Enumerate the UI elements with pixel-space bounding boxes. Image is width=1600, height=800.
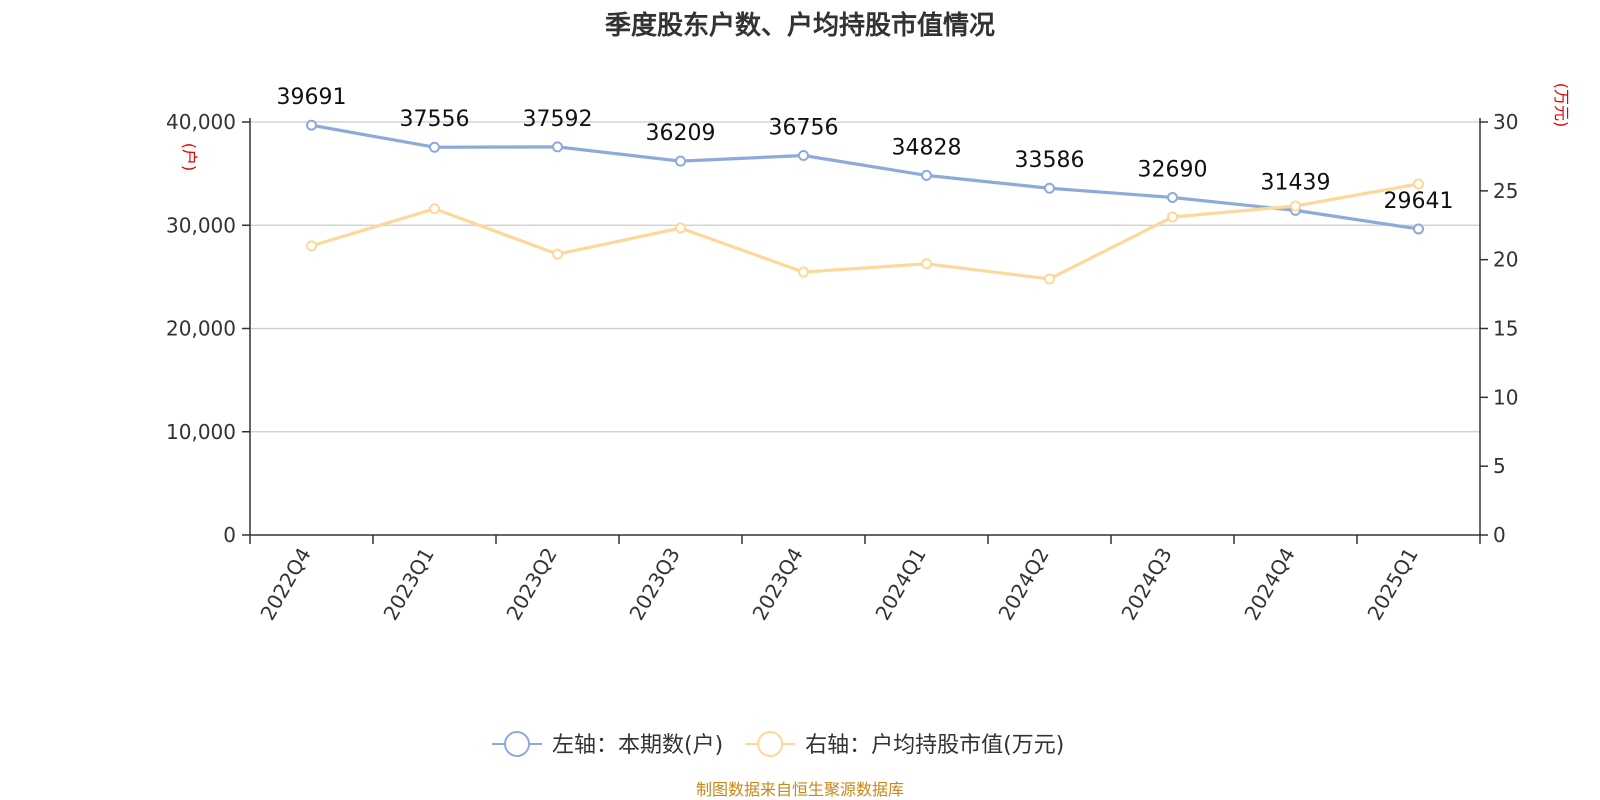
right-tick-label: 0 [1493, 523, 1506, 547]
source-note: 制图数据来自恒生聚源数据库 [696, 780, 904, 799]
data-point [429, 203, 440, 215]
data-labels: 39691 37556 37592 36209 36756 34828 33586 32690… [277, 85, 1454, 214]
data-point [306, 119, 317, 131]
data-label: 32690 [1138, 157, 1208, 182]
data-point [921, 169, 932, 181]
x-tick-label: 2025Q1 [1362, 544, 1422, 625]
x-tick-label: 2023Q1 [378, 544, 438, 625]
data-point [1290, 200, 1301, 212]
data-label: 36209 [646, 121, 716, 146]
data-point [1167, 191, 1178, 203]
series [306, 119, 1424, 285]
x-tick-label: 2022Q4 [255, 544, 315, 625]
legend-swatch-marker [504, 731, 530, 757]
data-point [1167, 211, 1178, 223]
chart-title: 季度股东户数、户均持股市值情况 [605, 10, 995, 41]
right-tick-label: 30 [1493, 110, 1518, 134]
left-tick-label: 0 [223, 523, 236, 547]
data-label: 37592 [523, 107, 593, 132]
right-tick-label: 5 [1493, 454, 1506, 478]
legend-item-label: 左轴：本期数(户) [552, 733, 723, 758]
data-label: 37556 [400, 107, 470, 132]
data-point [306, 240, 317, 252]
data-point [429, 141, 440, 153]
left-tick-label: 30,000 [166, 213, 236, 237]
right-tick-label: 25 [1493, 179, 1518, 203]
x-tick-label: 2024Q4 [1239, 544, 1299, 625]
data-point [675, 155, 686, 167]
data-label: 34828 [892, 135, 962, 160]
grid [250, 121, 1480, 433]
data-point [1413, 178, 1424, 190]
data-point [1044, 273, 1055, 285]
x-tick-label: 2023Q3 [624, 544, 684, 625]
left-axis-unit: (户) [180, 143, 199, 172]
x-tick-label: 2023Q4 [747, 544, 807, 625]
data-label: 36756 [769, 115, 839, 140]
data-point [1413, 223, 1424, 235]
data-label: 33586 [1015, 148, 1085, 173]
data-label: 31439 [1261, 170, 1331, 195]
right-tick-label: 15 [1493, 317, 1518, 341]
legend: 左轴：本期数(户) 右轴：户均持股市值(万元) [492, 731, 1064, 758]
x-tick-label: 2024Q1 [870, 544, 930, 625]
x-tick-label: 2024Q3 [1116, 544, 1176, 625]
series-line-avg-value [311, 182, 1419, 281]
x-tick-label: 2023Q2 [501, 544, 561, 625]
right-axis-unit: (万元) [1552, 83, 1571, 128]
data-label: 29641 [1384, 189, 1454, 214]
legend-swatch-marker [757, 731, 784, 757]
x-tick-label: 2024Q2 [993, 544, 1053, 625]
data-point [675, 222, 686, 234]
series-line-holders [311, 123, 1419, 231]
data-point [552, 141, 563, 153]
data-point [1044, 182, 1055, 194]
right-tick-label: 20 [1493, 248, 1518, 272]
left-tick-label: 20,000 [166, 317, 236, 341]
legend-item-label: 右轴：户均持股市值(万元) [805, 733, 1064, 758]
data-point [798, 266, 809, 278]
data-point [798, 149, 809, 161]
right-tick-label: 10 [1493, 385, 1518, 409]
left-tick-label: 10,000 [166, 420, 236, 444]
data-point [552, 248, 563, 260]
data-point [921, 258, 932, 270]
axes: 0 10,000 20,000 30,000 40,000 0 5 10 15 20 25 30 (户)… [166, 83, 1571, 624]
left-tick-label: 40,000 [166, 110, 236, 134]
data-label: 39691 [277, 85, 347, 110]
